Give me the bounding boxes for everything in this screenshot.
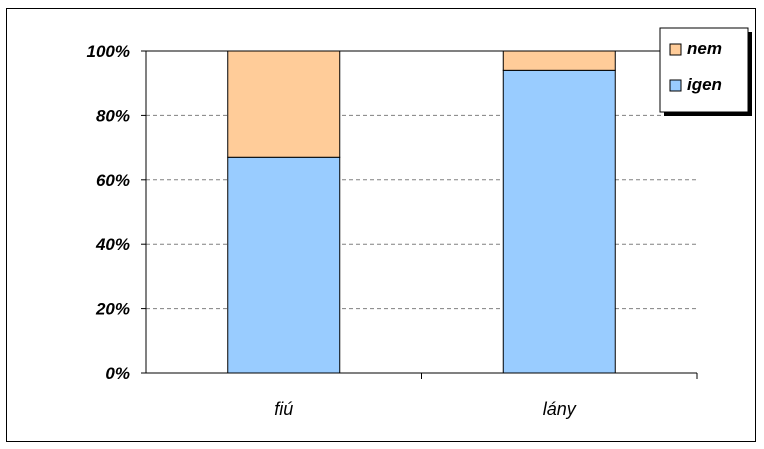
bar-igen-1 bbox=[502, 69, 616, 374]
y-tick-label: 0% bbox=[105, 364, 130, 383]
legend-swatch-igen bbox=[669, 79, 682, 92]
chart-frame bbox=[6, 8, 756, 442]
bar-nem-0 bbox=[227, 50, 341, 158]
y-tick-label: 40% bbox=[95, 235, 130, 254]
y-tick-label: 20% bbox=[95, 300, 130, 319]
legend-label-nem: nem bbox=[687, 39, 722, 58]
x-tick-label: lány bbox=[543, 399, 577, 419]
x-tick-label: fiú bbox=[274, 399, 293, 419]
y-tick-label: 60% bbox=[96, 171, 130, 190]
legend-box bbox=[659, 27, 749, 113]
y-tick-label: 100% bbox=[87, 42, 130, 61]
bar-igen-0 bbox=[227, 156, 341, 374]
legend: nem igen bbox=[659, 27, 752, 116]
axes: 0% 20% 40% 60% 80% 100% fiú lány bbox=[87, 42, 698, 419]
bar-nem-1 bbox=[502, 50, 616, 71]
legend-label-igen: igen bbox=[687, 75, 722, 94]
bars bbox=[227, 50, 616, 374]
y-tick-label: 80% bbox=[96, 106, 130, 125]
legend-swatch-nem bbox=[669, 43, 682, 56]
